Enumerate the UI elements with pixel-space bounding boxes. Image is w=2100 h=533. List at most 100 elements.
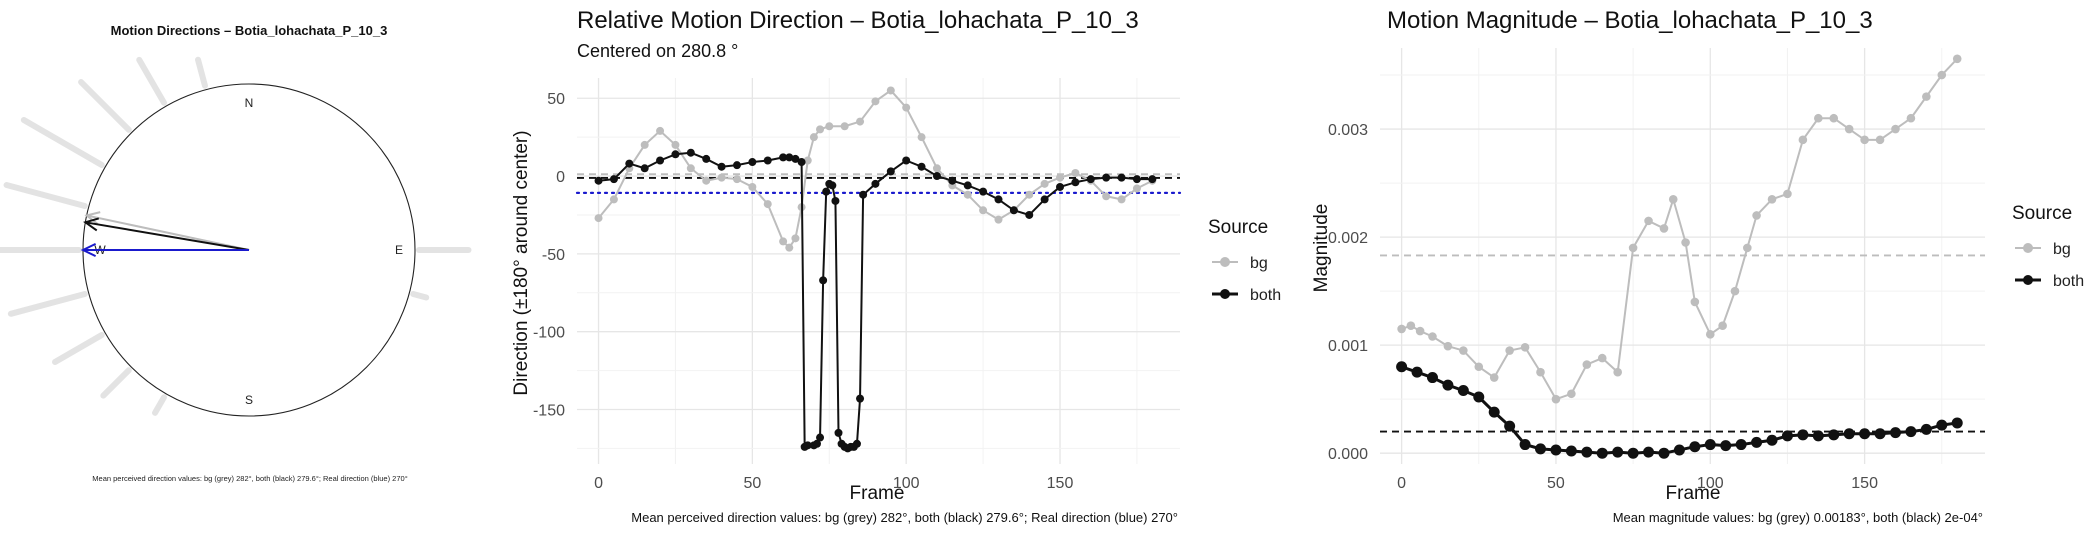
data-point-bg [686, 164, 695, 173]
y-tick-label: 0.002 [1328, 230, 1368, 247]
data-point-bg [1397, 324, 1406, 334]
data-point-both [1504, 420, 1516, 432]
data-point-both [1689, 441, 1701, 453]
data-point-both [902, 156, 911, 165]
data-point-bg [1071, 168, 1080, 177]
x-tick-label: 0 [594, 475, 603, 492]
data-point-bg [1406, 321, 1416, 330]
data-point-both [932, 172, 941, 181]
data-point-bg [1952, 54, 1962, 64]
data-point-bg [1567, 389, 1576, 399]
data-point-bg [594, 214, 603, 223]
legend-label-bg: bg [2053, 241, 2071, 258]
compass-north-label: N [245, 96, 254, 110]
data-point-both [886, 167, 895, 176]
legend-label-bg: bg [1250, 255, 1268, 272]
direction-y-ticks: 50 0 -50 -100 -150 [533, 91, 565, 419]
data-point-both [748, 158, 757, 167]
data-point-both [856, 394, 865, 403]
data-point-bg [1536, 367, 1545, 377]
data-point-bg [1681, 238, 1690, 247]
direction-y-label: Direction (±180° around center) [511, 130, 532, 395]
data-point-bg [816, 125, 825, 134]
x-tick-label: 100 [1697, 475, 1724, 492]
data-point-bg [979, 206, 988, 215]
data-point-bg [1875, 135, 1885, 145]
magnitude-title: Motion Magnitude – Botia_lohachata_P_10_… [1387, 7, 1873, 34]
data-point-bg [825, 122, 834, 131]
magnitude-y-ticks: 0.003 0.002 0.001 0.000 [1328, 122, 1368, 463]
data-point-bg [717, 173, 726, 182]
data-point-both [779, 153, 788, 162]
data-point-both [1936, 419, 1948, 431]
data-point-both [979, 187, 988, 196]
data-point-bg [1040, 179, 1049, 188]
data-point-bg [656, 126, 665, 135]
direction-reference-lines [575, 173, 1182, 194]
rose-spoke [410, 290, 430, 301]
data-point-both [1488, 406, 1500, 418]
data-point-bg [1613, 367, 1622, 377]
data-point-both [852, 439, 861, 448]
data-point-both [1596, 447, 1608, 459]
direction-arrow-head [83, 217, 100, 232]
data-point-bg [1415, 326, 1425, 336]
magnitude-x-ticks: 0 50 100 150 [1397, 475, 1878, 492]
data-point-bg [1730, 286, 1740, 296]
data-point-both [1148, 175, 1157, 184]
direction-series [594, 86, 1157, 453]
y-tick-label: -150 [533, 403, 565, 420]
data-point-bg [1891, 124, 1900, 134]
data-point-both [1673, 444, 1685, 456]
data-point-both [1102, 173, 1111, 182]
data-point-bg [1783, 189, 1792, 199]
compass-east-label: E [395, 243, 403, 257]
data-point-bg [1551, 394, 1561, 404]
data-point-both [1643, 446, 1655, 458]
data-point-both [1581, 446, 1593, 458]
data-point-both [859, 190, 868, 199]
data-point-bg [803, 156, 812, 165]
legend-key-dot [2023, 275, 2033, 285]
data-point-both [1751, 436, 1763, 448]
y-tick-label: 0.001 [1328, 338, 1368, 355]
magnitude-legend: bg both [2015, 241, 2084, 290]
data-point-bg [1644, 216, 1653, 226]
data-point-both [785, 153, 794, 162]
series-line-both [598, 151, 1153, 450]
data-point-bg [1844, 124, 1854, 134]
data-point-bg [1743, 243, 1752, 253]
data-point-both [1612, 446, 1624, 458]
data-point-bg [932, 164, 941, 173]
data-point-bg [763, 200, 772, 209]
data-point-bg [779, 237, 788, 246]
data-point-both [1797, 429, 1809, 441]
magnitude-legend-title: Source [2012, 203, 2072, 224]
data-point-bg [1705, 330, 1715, 339]
data-point-both [1735, 439, 1747, 451]
data-point-bg [1659, 224, 1669, 233]
rose-spoke [3, 182, 88, 210]
data-point-both [791, 154, 800, 163]
series-line-bg [597, 89, 1153, 249]
data-point-both [1889, 427, 1901, 439]
data-point-both [1132, 175, 1141, 184]
data-point-bg [671, 140, 680, 149]
data-point-both [994, 195, 1003, 204]
data-point-bg [1922, 92, 1931, 101]
rose-spoke [152, 394, 167, 416]
data-point-both [1704, 439, 1716, 451]
data-point-bg [1937, 70, 1947, 80]
data-point-bg [1025, 190, 1034, 199]
direction-gridlines [577, 78, 1180, 464]
polar-title: Motion Directions – Botia_lohachata_P_10… [111, 23, 388, 38]
data-point-bg [1117, 195, 1126, 204]
data-point-both [822, 187, 831, 196]
data-point-both [1720, 440, 1732, 452]
rose-spokes [0, 56, 472, 416]
data-point-both [1396, 361, 1408, 373]
data-point-bg [963, 190, 972, 199]
direction-panel: Relative Motion Direction – Botia_lohach… [511, 7, 1281, 525]
x-tick-label: 150 [1047, 475, 1074, 492]
y-tick-label: 0.003 [1328, 122, 1368, 139]
